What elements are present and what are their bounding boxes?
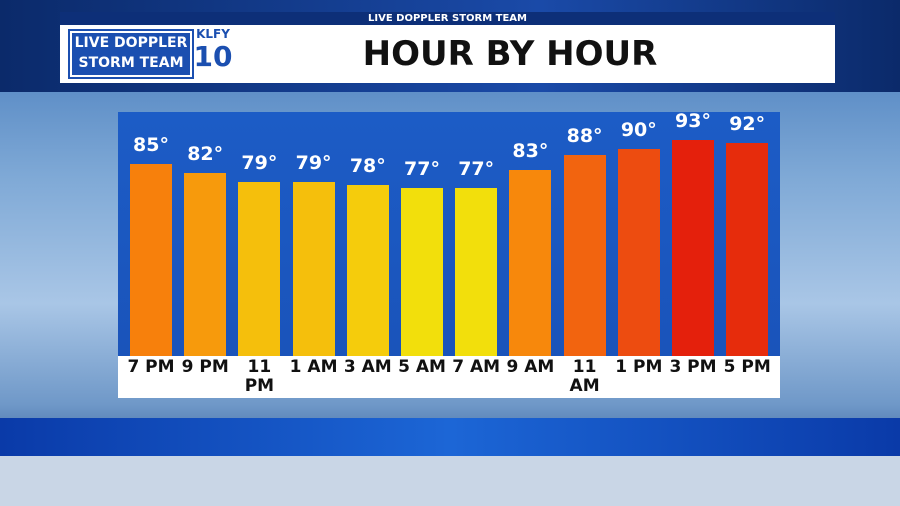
category-strip xyxy=(118,356,780,398)
x-tick-label: 9 AM xyxy=(506,357,555,377)
bar xyxy=(401,188,443,356)
value-label: 85° xyxy=(133,134,169,156)
bar xyxy=(726,143,769,356)
chart-title: HOUR BY HOUR xyxy=(362,34,658,74)
x-tick-label: 5 PM xyxy=(723,357,771,377)
x-tick-label: 7 PM xyxy=(127,357,175,377)
logo: LIVE DOPPLER STORM TEAM xyxy=(70,31,192,77)
x-tick-label: 3 PM xyxy=(669,357,717,377)
logo-text: STORM TEAM xyxy=(78,55,184,71)
bar xyxy=(672,140,714,356)
header: LIVE DOPPLER STORM TEAM KLFY 10 HOUR BY … xyxy=(60,25,835,83)
bar xyxy=(184,173,227,356)
x-tick-label: 11 AM xyxy=(569,357,600,396)
value-label: 90° xyxy=(620,119,657,141)
value-label: 82° xyxy=(187,143,224,165)
bar xyxy=(130,164,172,356)
bar xyxy=(238,182,281,356)
value-label: 93° xyxy=(675,110,711,132)
station-logo: KLFY 10 xyxy=(188,27,238,77)
value-label: 79° xyxy=(295,152,332,174)
bar xyxy=(563,155,606,356)
bar xyxy=(509,170,552,356)
x-tick-label: 5 AM xyxy=(398,357,446,377)
bar xyxy=(346,185,389,356)
x-tick-label: 3 AM xyxy=(343,357,392,377)
x-tick-label: 9 PM xyxy=(181,357,229,377)
value-label: 77° xyxy=(404,158,440,180)
channel: 10 xyxy=(193,40,233,73)
x-tick-label: 1 AM xyxy=(289,357,338,377)
value-label: 92° xyxy=(729,113,766,135)
x-tick-label: 1 PM xyxy=(615,357,663,377)
bar xyxy=(292,182,335,356)
x-tick-label: 11 PM xyxy=(244,357,275,396)
value-label: 79° xyxy=(241,152,278,174)
bar xyxy=(617,149,660,356)
chart-panel xyxy=(118,112,780,398)
x-tick-label: 7 AM xyxy=(452,357,501,377)
value-label: 83° xyxy=(512,140,549,162)
top-strip: LIVE DOPPLER STORM TEAM xyxy=(60,12,835,25)
value-label: 88° xyxy=(566,125,603,147)
background-band xyxy=(0,418,900,456)
bar xyxy=(455,188,498,356)
station-name: KLFY xyxy=(196,27,230,41)
background-band xyxy=(0,456,900,506)
logo-text: LIVE DOPPLER xyxy=(74,35,188,51)
value-label: 77° xyxy=(458,158,495,180)
value-label: 78° xyxy=(349,155,386,177)
